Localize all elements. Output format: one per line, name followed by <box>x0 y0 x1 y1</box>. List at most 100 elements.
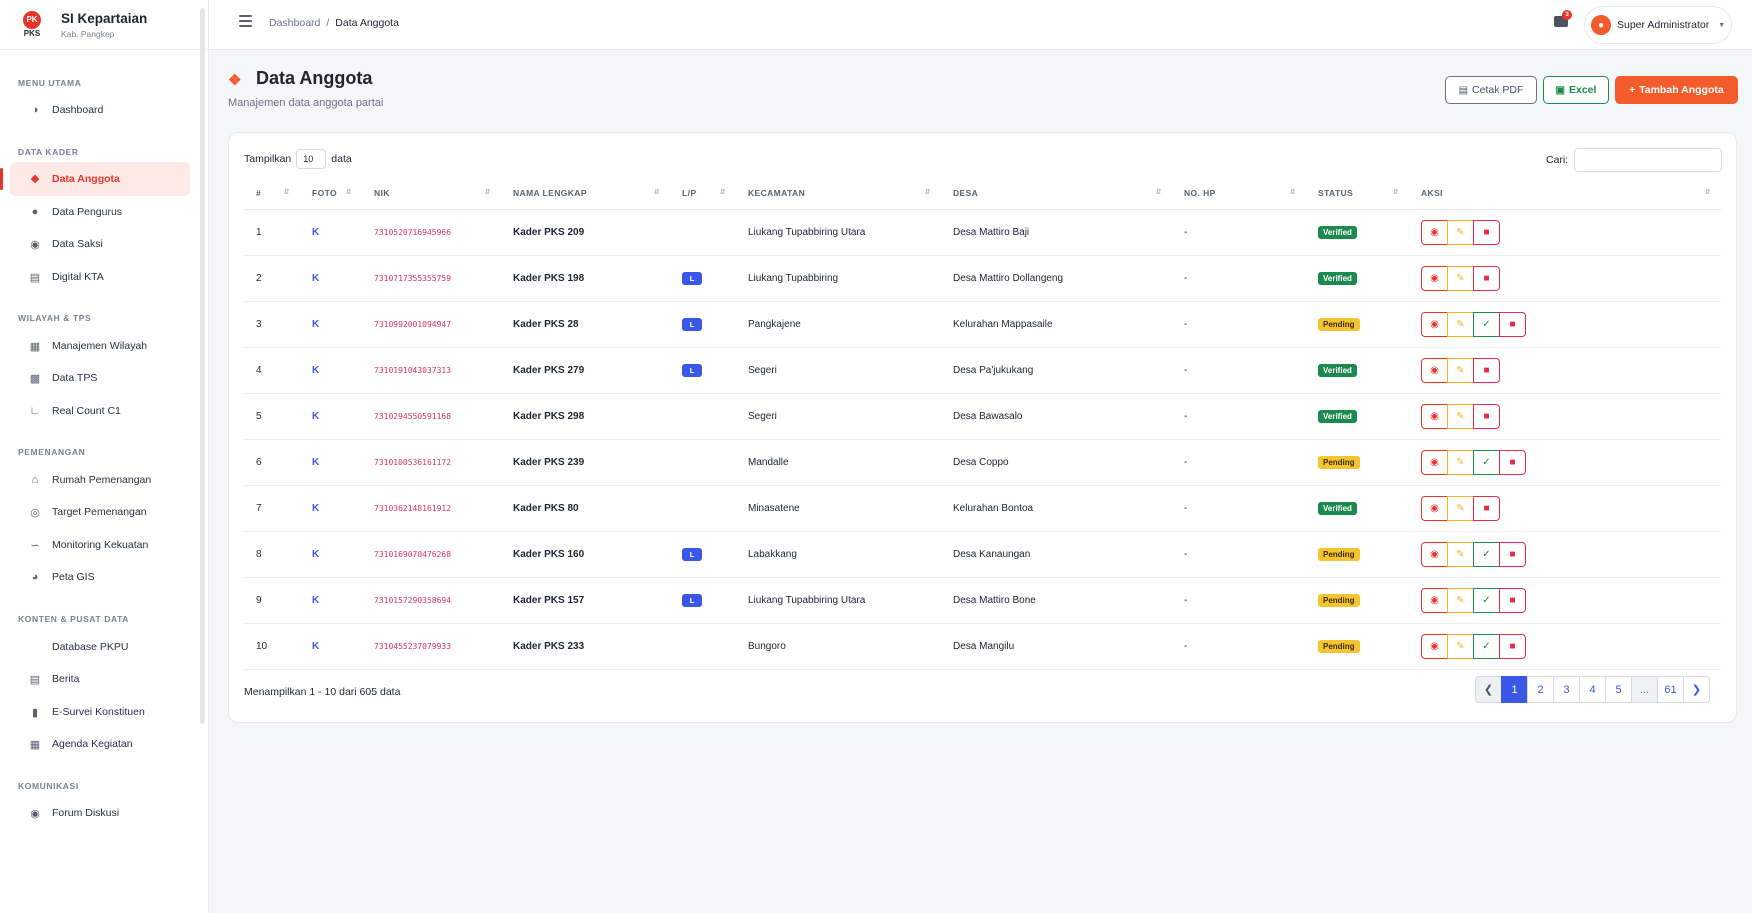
delete-button[interactable]: ■ <box>1499 449 1526 475</box>
page-button[interactable]: 2 <box>1527 676 1554 703</box>
column-header[interactable]: NO. HP ⇵ <box>1172 177 1306 210</box>
column-header[interactable]: AKSI ⇵ <box>1409 177 1721 210</box>
sidebar-item-data-saksi[interactable]: ◉ Data Saksi <box>10 227 190 261</box>
delete-button[interactable]: ■ <box>1499 587 1526 613</box>
inbox-icon: ▩ <box>29 372 41 385</box>
status-badge: Verified <box>1318 363 1357 377</box>
edit-button[interactable]: ✎ <box>1447 357 1474 383</box>
edit-button[interactable]: ✎ <box>1447 311 1474 337</box>
view-button[interactable]: ◉ <box>1421 403 1448 429</box>
column-header[interactable]: NIK ⇵ <box>362 177 501 210</box>
column-header[interactable]: FOTO ⇵ <box>300 177 362 210</box>
view-button[interactable]: ◉ <box>1421 265 1448 291</box>
sort-icon: ⇵ <box>1155 189 1162 196</box>
user-menu[interactable]: ● Super Administrator ▼ <box>1584 6 1732 44</box>
pencil-icon: ✎ <box>1456 456 1465 468</box>
delete-button[interactable]: ■ <box>1473 403 1500 429</box>
page-button[interactable]: 5 <box>1605 676 1632 703</box>
export-excel-button[interactable]: ▣ Excel <box>1543 76 1609 104</box>
column-header[interactable]: STATUS ⇵ <box>1306 177 1409 210</box>
page-button[interactable]: 1 <box>1501 676 1528 703</box>
sidebar-item-data-tps[interactable]: ▩ Data TPS <box>10 361 190 395</box>
eye-icon: ◉ <box>1430 548 1439 560</box>
sidebar-item-target-pemenangan[interactable]: ◎ Target Pemenangan <box>10 495 190 529</box>
sidebar-item-rumah-pemenangan[interactable]: ⌂ Rumah Pemenangan <box>10 463 190 497</box>
edit-button[interactable]: ✎ <box>1447 587 1474 613</box>
sidebar-item-monitoring-kekuatan[interactable]: ∽ Monitoring Kekuatan <box>10 528 190 562</box>
add-member-button[interactable]: + Tambah Anggota <box>1615 76 1738 104</box>
search-input[interactable] <box>1574 148 1723 172</box>
sidebar-item-data-anggota[interactable]: ❖ Data Anggota <box>0 162 190 196</box>
sidebar-item-dashboard[interactable]: ◑ Dashboard <box>10 93 190 127</box>
column-header[interactable]: KECAMATAN ⇵ <box>736 177 941 210</box>
edit-button[interactable]: ✎ <box>1447 265 1474 291</box>
verify-button[interactable]: ✓ <box>1473 449 1500 475</box>
column-header[interactable]: # ⇵ <box>244 177 300 210</box>
sidebar-item-label: Berita <box>52 673 80 685</box>
view-button[interactable]: ◉ <box>1421 633 1448 659</box>
status-badge: Verified <box>1318 271 1357 285</box>
edit-button[interactable]: ✎ <box>1447 633 1474 659</box>
view-button[interactable]: ◉ <box>1421 449 1448 475</box>
verify-button[interactable]: ✓ <box>1473 311 1500 337</box>
view-button[interactable]: ◉ <box>1421 219 1448 245</box>
user-check-icon: ◉ <box>30 238 40 251</box>
edit-button[interactable]: ✎ <box>1447 449 1474 475</box>
page-button[interactable]: 3 <box>1553 676 1580 703</box>
gender-cell: L <box>670 577 736 624</box>
column-header[interactable]: L/P ⇵ <box>670 177 736 210</box>
menu-toggle-icon[interactable] <box>239 15 252 27</box>
newspaper-icon: ▤ <box>29 673 41 686</box>
edit-button[interactable]: ✎ <box>1447 219 1474 245</box>
edit-button[interactable]: ✎ <box>1447 541 1474 567</box>
cell-desa: Desa Kanaungan <box>941 531 1172 578</box>
mail-icon[interactable] <box>1554 16 1568 27</box>
sidebar-item-database-pkpu[interactable]: Database PKPU <box>10 630 190 664</box>
sidebar-item-real-count-c1[interactable]: ∟ Real Count C1 <box>10 394 190 428</box>
delete-button[interactable]: ■ <box>1499 311 1526 337</box>
column-header[interactable]: NAMA LENGKAP ⇵ <box>501 177 670 210</box>
delete-button[interactable]: ■ <box>1473 357 1500 383</box>
view-button[interactable]: ◉ <box>1421 541 1448 567</box>
view-button[interactable]: ◉ <box>1421 495 1448 521</box>
view-button[interactable]: ◉ <box>1421 587 1448 613</box>
sidebar-item-berita[interactable]: ▤ Berita <box>10 662 190 696</box>
sidebar-scrollbar[interactable] <box>200 8 205 724</box>
sidebar-item-peta-gis[interactable]: ◕ Peta GIS <box>10 560 190 594</box>
prev-page-button[interactable]: ❮ <box>1475 676 1502 703</box>
column-header[interactable]: DESA ⇵ <box>941 177 1172 210</box>
delete-button[interactable]: ■ <box>1473 265 1500 291</box>
nav-section-heading: WILAYAH & TPS <box>18 313 92 323</box>
edit-button[interactable]: ✎ <box>1447 403 1474 429</box>
verify-button[interactable]: ✓ <box>1473 633 1500 659</box>
sidebar-item-manajemen-wilayah[interactable]: ▦ Manajemen Wilayah <box>10 329 190 363</box>
sidebar-item-e-survei-konstituen[interactable]: ▮ E-Survei Konstituen <box>10 695 190 729</box>
sidebar-item-agenda-kegiatan[interactable]: ▦ Agenda Kegiatan <box>10 727 190 761</box>
view-button[interactable]: ◉ <box>1421 311 1448 337</box>
sidebar-item-digital-kta[interactable]: ▤ Digital KTA <box>10 260 190 294</box>
breadcrumb-dashboard-link[interactable]: Dashboard <box>269 17 321 29</box>
verify-button[interactable]: ✓ <box>1473 587 1500 613</box>
sidebar-item-data-pengurus[interactable]: ● Data Pengurus <box>10 195 190 229</box>
page-button[interactable]: 4 <box>1579 676 1606 703</box>
delete-button[interactable]: ■ <box>1499 633 1526 659</box>
page-length-select[interactable]: 10 <box>296 149 327 169</box>
eye-icon: ◉ <box>1430 456 1439 468</box>
table-info: Menampilkan 1 - 10 dari 605 data <box>244 686 401 698</box>
page-button[interactable]: 61 <box>1657 676 1684 703</box>
sidebar-item-label: Rumah Pemenangan <box>52 474 152 486</box>
cell-kecamatan: Segeri <box>736 347 941 394</box>
delete-button[interactable]: ■ <box>1473 219 1500 245</box>
brand[interactable]: PK PKS SI Kepartaian Kab. Pangkep <box>0 0 208 50</box>
edit-button[interactable]: ✎ <box>1447 495 1474 521</box>
print-pdf-button[interactable]: ▤ Cetak PDF <box>1445 76 1537 104</box>
globe-icon: ◕ <box>31 571 39 583</box>
delete-button[interactable]: ■ <box>1499 541 1526 567</box>
view-button[interactable]: ◉ <box>1421 357 1448 383</box>
next-page-button[interactable]: ❯ <box>1683 676 1710 703</box>
delete-button[interactable]: ■ <box>1473 495 1500 521</box>
verify-button[interactable]: ✓ <box>1473 541 1500 567</box>
cell-desa: Desa Pa'jukukang <box>941 347 1172 394</box>
sidebar-item-forum-diskusi[interactable]: ◉ Forum Diskusi <box>10 796 190 830</box>
eye-icon: ◉ <box>1430 640 1439 652</box>
